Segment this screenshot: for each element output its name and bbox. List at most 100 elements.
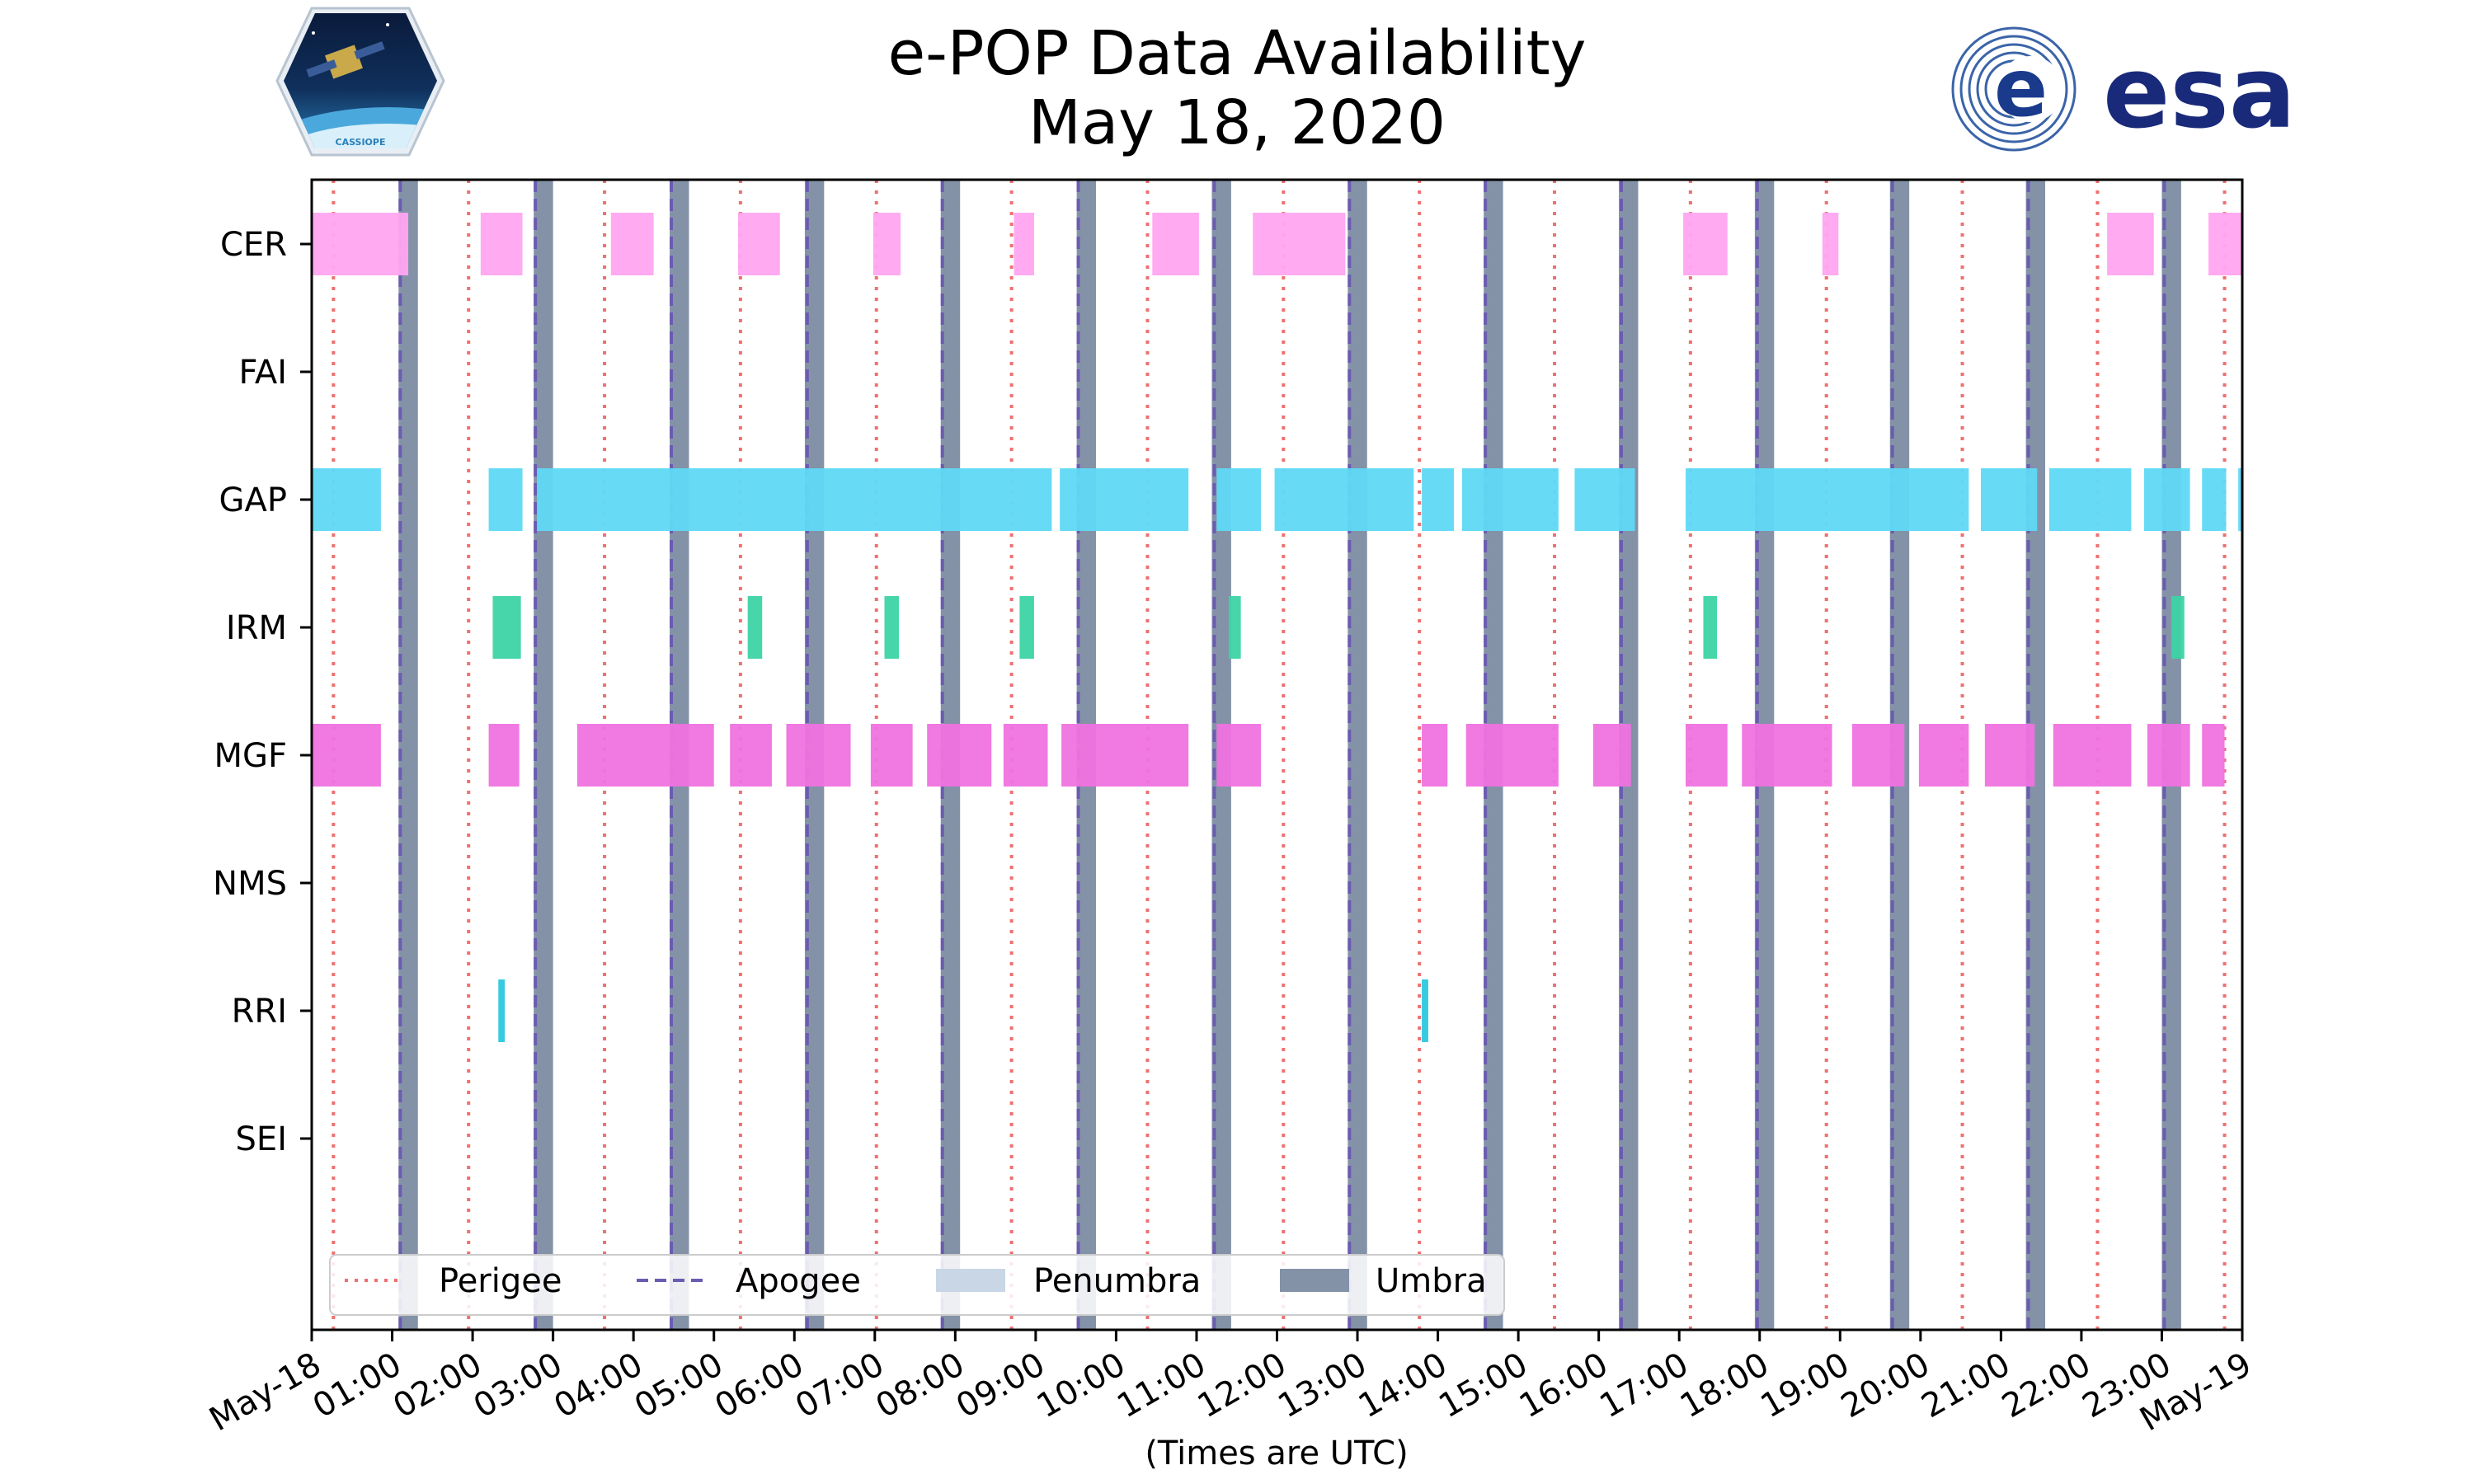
legend-perigee-label: Perigee <box>439 1262 562 1300</box>
bar-gap <box>1422 468 1455 531</box>
bar-cer <box>2107 213 2154 275</box>
cassiope-logo-text: CASSIOPE <box>336 137 386 148</box>
x-tick-label: 07:00 <box>789 1345 891 1425</box>
x-tick-label: 06:00 <box>708 1345 810 1425</box>
bar-gap <box>488 468 523 531</box>
bar-mgf <box>2147 724 2190 787</box>
y-tick-label-mgf: MGF <box>214 737 287 775</box>
bar-cer <box>312 213 409 275</box>
bar-mgf <box>1422 724 1448 787</box>
esa-logo: e esa <box>1951 26 2296 152</box>
x-tick-label: 17:00 <box>1593 1345 1695 1425</box>
x-tick-label: 18:00 <box>1674 1345 1776 1425</box>
bar-cer <box>1253 213 1346 275</box>
bar-rri <box>498 979 506 1042</box>
bar-mgf <box>576 724 714 787</box>
y-tick-label-rri: RRI <box>232 993 287 1031</box>
bar-gap <box>1574 468 1635 531</box>
bar-irm <box>884 596 900 659</box>
bar-mgf <box>1686 724 1728 787</box>
bar-gap <box>2202 468 2227 531</box>
x-axis: May-1801:0002:0003:0004:0005:0006:0007:0… <box>203 1330 2258 1439</box>
legend-penumbra-label: Penumbra <box>1033 1262 1201 1300</box>
bar-irm <box>1019 596 1034 659</box>
bar-mgf <box>1984 724 2035 787</box>
chart-title-line-2: May 18, 2020 <box>1028 87 1446 158</box>
legend-box <box>329 1254 1505 1316</box>
bar-mgf <box>2053 724 2132 787</box>
x-tick-label: 11:00 <box>1111 1345 1212 1425</box>
bar-gap <box>2238 468 2244 531</box>
bar-gap <box>2143 468 2190 531</box>
bar-mgf <box>786 724 851 787</box>
y-tick-label-gap: GAP <box>219 481 287 519</box>
umbra-band <box>1348 180 1367 1330</box>
umbra-band <box>534 180 553 1330</box>
x-tick-label: 02:00 <box>387 1345 488 1425</box>
bar-cer <box>480 213 523 275</box>
bar-gap <box>2048 468 2132 531</box>
bar-gap <box>312 468 381 531</box>
bar-gap <box>1686 468 1969 531</box>
bar-mgf <box>1216 724 1261 787</box>
bar-mgf <box>927 724 992 787</box>
plot-bars <box>312 213 2244 1042</box>
bar-irm <box>2171 596 2185 659</box>
y-axis: CER FAI GAP IRM MGF NMS RRI SEI <box>213 226 312 1158</box>
bar-mgf <box>1851 724 1905 787</box>
bar-cer <box>2208 213 2242 275</box>
y-tick-label-irm: IRM <box>226 609 287 647</box>
bar-mgf <box>1061 724 1189 787</box>
x-tick-label: 10:00 <box>1031 1345 1132 1425</box>
x-axis-caption: (Times are UTC) <box>1145 1435 1408 1472</box>
x-tick-label: 14:00 <box>1352 1345 1454 1425</box>
legend-umbra-label: Umbra <box>1376 1262 1487 1300</box>
bar-cer <box>737 213 780 275</box>
bar-cer <box>1822 213 1839 275</box>
x-tick-label: 15:00 <box>1432 1345 1534 1425</box>
x-tick-label: 08:00 <box>869 1345 971 1425</box>
legend-apogee-label: Apogee <box>736 1262 861 1300</box>
esa-logo-text: esa <box>2103 36 2296 151</box>
x-tick-label: 20:00 <box>1835 1345 1936 1425</box>
bar-gap <box>1216 468 1261 531</box>
bar-cer <box>1152 213 1199 275</box>
bar-mgf <box>1918 724 1969 787</box>
bar-gap <box>537 468 1052 531</box>
bar-rri <box>1422 979 1428 1042</box>
bar-irm <box>492 596 521 659</box>
bar-gap <box>1461 468 1559 531</box>
x-tick-label: 16:00 <box>1513 1345 1615 1425</box>
bar-gap <box>1980 468 2038 531</box>
umbra-band <box>398 180 418 1330</box>
bar-cer <box>610 213 654 275</box>
umbra-band <box>2025 180 2046 1330</box>
x-tick-label: 19:00 <box>1754 1345 1856 1425</box>
x-tick-label: 09:00 <box>950 1345 1051 1425</box>
x-tick-label: 01:00 <box>307 1345 408 1425</box>
bar-mgf <box>1003 724 1048 787</box>
bar-cer <box>872 213 901 275</box>
x-tick-label: 21:00 <box>1916 1345 2017 1425</box>
svg-text:e: e <box>1994 42 2048 134</box>
bar-mgf <box>730 724 772 787</box>
legend-penumbra-marker <box>936 1269 1005 1292</box>
bar-mgf <box>2202 724 2225 787</box>
x-tick-label: 12:00 <box>1192 1345 1293 1425</box>
bar-gap <box>1060 468 1189 531</box>
x-tick-label: 03:00 <box>468 1345 569 1425</box>
bar-gap <box>1274 468 1414 531</box>
y-tick-label-nms: NMS <box>213 865 287 903</box>
y-tick-label-cer: CER <box>220 226 287 264</box>
bar-mgf <box>312 724 381 787</box>
bar-cer <box>1014 213 1034 275</box>
bar-irm <box>1703 596 1718 659</box>
legend: Perigee Apogee Penumbra Umbra <box>329 1254 1505 1316</box>
x-tick-label: 04:00 <box>548 1345 649 1425</box>
cassiope-logo: CASSIOPE <box>275 7 445 157</box>
x-tick-label: 05:00 <box>628 1345 730 1425</box>
x-tick-label: 13:00 <box>1272 1345 1373 1425</box>
y-tick-label-fai: FAI <box>239 354 288 392</box>
bar-irm <box>747 596 763 659</box>
